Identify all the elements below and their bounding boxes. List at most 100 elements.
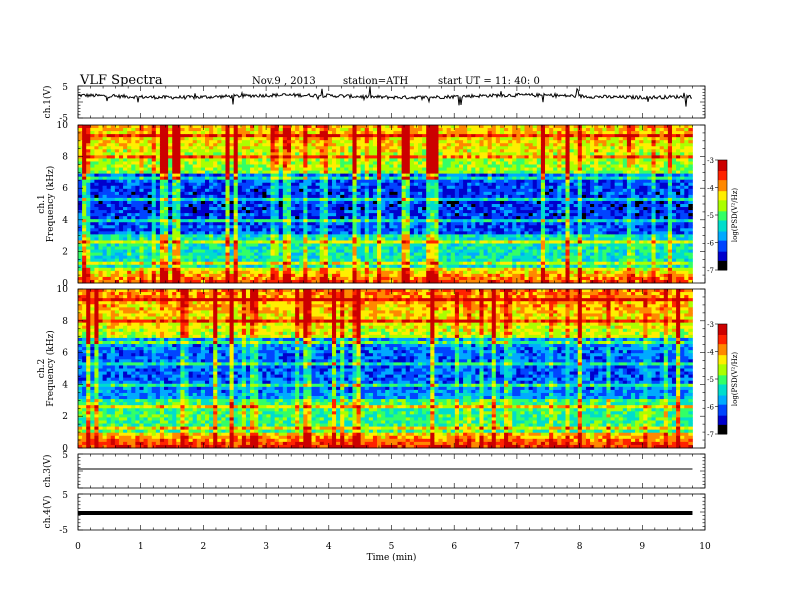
spectrogram-cell xyxy=(446,161,452,165)
spectrogram-cell xyxy=(434,161,439,165)
spectrogram-cell xyxy=(229,152,235,156)
spectrogram-cell xyxy=(168,176,173,181)
spectrogram-cell xyxy=(307,140,312,144)
station-label: station=ATH xyxy=(343,76,409,87)
spectrogram-cell xyxy=(577,155,583,159)
spectrogram-cell xyxy=(520,137,525,141)
spectrogram-cell xyxy=(635,194,640,199)
spectrogram-cell xyxy=(585,155,591,159)
spectrogram-cell xyxy=(229,200,235,205)
spectrogram-cell xyxy=(667,143,673,147)
spectrogram-cell xyxy=(303,134,308,138)
spectrogram-cell xyxy=(204,125,210,129)
spectrogram-cell xyxy=(229,213,235,217)
spectrogram-cell xyxy=(389,197,394,202)
spectrogram-cell xyxy=(450,167,456,171)
spectrogram-cell xyxy=(78,191,83,196)
spectrogram-cell xyxy=(106,182,112,187)
spectrogram-cell xyxy=(188,140,194,144)
spectrogram-cell xyxy=(233,155,239,159)
spectrogram-cell xyxy=(155,161,161,165)
spectrogram-cell xyxy=(499,219,505,223)
spectrogram-cell xyxy=(569,158,575,162)
spectrogram-cell xyxy=(655,134,661,138)
spectrogram-cell xyxy=(635,210,640,214)
spectrogram-cell xyxy=(438,182,443,187)
spectrogram-cell xyxy=(221,155,226,159)
spectrogram-cell xyxy=(364,131,370,135)
spectrogram-cell xyxy=(422,188,427,193)
spectrogram-cell xyxy=(245,128,251,132)
spectrogram-cell xyxy=(213,207,218,211)
spectrogram-cell xyxy=(467,176,472,181)
spectrogram-cell xyxy=(553,191,558,196)
spectrogram-cell xyxy=(82,158,87,162)
spectrogram-cell xyxy=(479,191,484,196)
spectrogram-cell xyxy=(536,134,542,138)
spectrogram-cell xyxy=(155,149,161,153)
spectrogram-cell xyxy=(262,197,267,202)
spectrogram-cell xyxy=(336,170,341,175)
spectrogram-cell xyxy=(520,216,525,220)
spectrogram-cell xyxy=(434,179,439,184)
spectrogram-cell xyxy=(495,152,501,156)
spectrogram-cell xyxy=(245,158,251,162)
spectrogram-cell xyxy=(491,143,497,147)
spectrogram-cell xyxy=(631,204,636,208)
spectrogram-cell xyxy=(667,167,673,171)
spectrogram-cell xyxy=(286,200,292,205)
spectrogram-cell xyxy=(512,182,517,187)
spectrogram-cell xyxy=(123,140,128,144)
spectrogram-cell xyxy=(176,213,181,217)
spectrogram-cell xyxy=(544,143,550,147)
spectrogram-cell xyxy=(327,188,333,193)
spectrogram-cell xyxy=(143,213,149,217)
spectrogram-cell xyxy=(245,222,251,226)
spectrogram-cell xyxy=(331,137,337,141)
spectrogram-cell xyxy=(475,158,480,162)
spectrogram-cell xyxy=(168,179,173,184)
spectrogram-cell xyxy=(360,219,366,223)
spectrogram-cell xyxy=(467,137,472,141)
spectrogram-cell xyxy=(508,158,513,162)
spectrogram-cell xyxy=(344,194,349,199)
spectrogram-cell xyxy=(438,210,443,214)
spectrogram-cell xyxy=(319,185,325,190)
spectrogram-cell xyxy=(385,155,390,159)
spectrogram-cell xyxy=(516,216,521,220)
spectrogram-cell xyxy=(291,149,296,153)
spectrogram-cell xyxy=(159,137,165,141)
spectrogram-cell xyxy=(250,210,255,214)
spectrogram-cell xyxy=(278,158,284,162)
spectrogram-cell xyxy=(200,182,206,187)
spectrogram-cell xyxy=(614,143,620,147)
spectrogram-cell xyxy=(516,137,521,141)
spectrogram-cell xyxy=(618,213,624,217)
spectrogram-cell xyxy=(286,131,292,135)
spectrogram-cell xyxy=(94,131,99,135)
spectrogram-cell xyxy=(291,204,296,208)
spectrogram-cell xyxy=(262,182,267,187)
spectrogram-cell xyxy=(172,164,177,168)
spectrogram-cell xyxy=(659,210,665,214)
spectrogram-cell xyxy=(352,200,357,205)
spectrogram-cell xyxy=(139,173,144,178)
spectrogram-cell xyxy=(78,128,83,132)
spectrogram-cell xyxy=(643,213,648,217)
spectrogram-cell xyxy=(577,125,583,129)
spectrogram-cell xyxy=(508,134,513,138)
spectrogram-cell xyxy=(155,131,161,135)
spectrogram-cell xyxy=(561,204,566,208)
spectrogram-cell xyxy=(356,170,362,175)
spectrogram-cell xyxy=(680,167,685,171)
spectrogram-cell xyxy=(229,191,235,196)
spectrogram-cell xyxy=(565,219,570,223)
spectrogram-cell xyxy=(82,216,87,220)
spectrogram-cell xyxy=(221,216,226,220)
spectrogram-cell xyxy=(389,188,394,193)
spectrogram-cell xyxy=(479,155,484,159)
spectrogram-cell xyxy=(217,134,222,138)
spectrogram-cell xyxy=(331,173,337,178)
spectrogram-cell xyxy=(221,137,226,141)
spectrogram-cell xyxy=(528,176,534,181)
